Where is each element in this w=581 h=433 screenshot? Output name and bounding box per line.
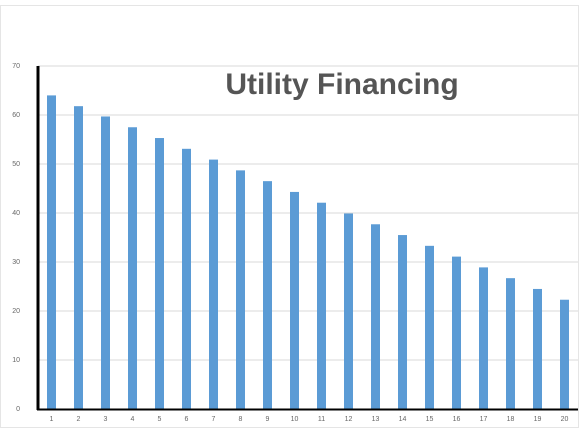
x-tick-label: 18 [507, 416, 515, 423]
x-tick-label: 5 [158, 416, 162, 423]
x-tick-label: 9 [266, 416, 270, 423]
x-tick-label: 17 [480, 416, 488, 423]
bar [182, 148, 191, 409]
x-tick-label: 15 [426, 416, 434, 423]
x-tick-label: 10 [291, 416, 299, 423]
y-tick-label: 30 [12, 259, 20, 266]
x-tick-label: 13 [372, 416, 380, 423]
bar [128, 127, 137, 409]
x-tick-label: 19 [534, 416, 542, 423]
bar [290, 191, 299, 409]
y-tick-label: 50 [12, 161, 20, 168]
bar [209, 159, 218, 409]
bar [425, 245, 434, 409]
y-tick-label: 10 [12, 357, 20, 364]
chart-title: Utility Financing [225, 68, 458, 101]
x-tick-label: 11 [318, 416, 325, 423]
bar [317, 202, 326, 409]
bar [398, 235, 407, 409]
bar [263, 181, 272, 409]
y-tick-label: 60 [12, 112, 20, 119]
x-tick-label: 3 [104, 416, 108, 423]
y-tick-label: 0 [16, 406, 20, 413]
bar [74, 106, 83, 410]
bar-layer [47, 95, 569, 410]
grid-layer [38, 65, 578, 410]
bar [479, 267, 488, 409]
bar [533, 288, 542, 409]
y-tick-label: 70 [12, 63, 20, 70]
x-tick-label: 4 [131, 416, 135, 423]
bar [344, 213, 353, 409]
x-tick-label: 20 [561, 416, 569, 423]
x-tick-label: 2 [77, 416, 81, 423]
y-tick-label: 20 [12, 308, 20, 315]
y-tick-label: 40 [12, 210, 20, 217]
bar [47, 95, 56, 410]
bar [371, 224, 380, 409]
bar [560, 299, 569, 409]
bar [506, 278, 515, 409]
x-tick-label: 8 [239, 416, 243, 423]
x-tick-label: 6 [185, 416, 189, 423]
bar [236, 170, 245, 409]
bar [452, 256, 461, 409]
x-tick-label: 16 [453, 416, 461, 423]
bar [101, 116, 110, 409]
x-tick-label: 12 [345, 416, 353, 423]
x-tick-label: 14 [399, 416, 407, 423]
x-tick-label: 7 [212, 416, 216, 423]
x-tick-label: 1 [50, 416, 54, 423]
bar [155, 138, 164, 409]
